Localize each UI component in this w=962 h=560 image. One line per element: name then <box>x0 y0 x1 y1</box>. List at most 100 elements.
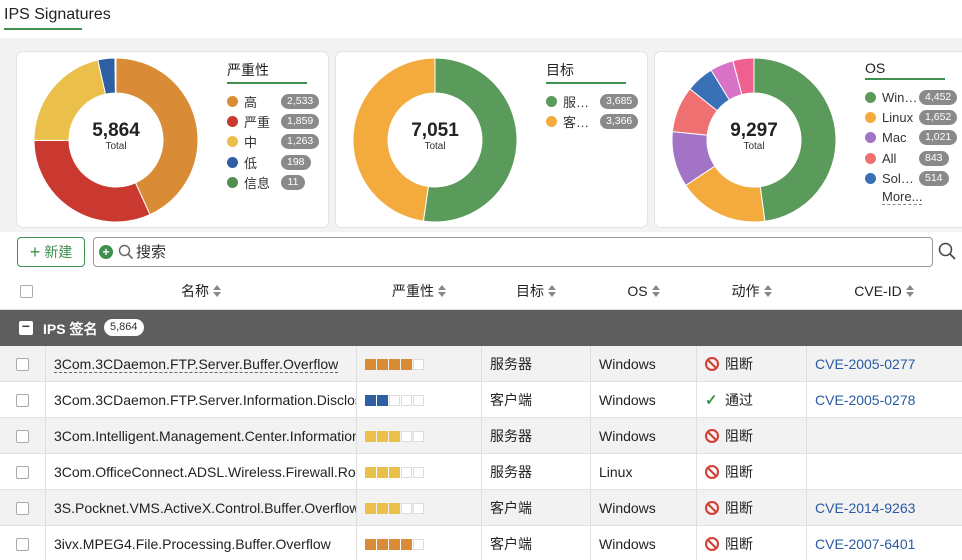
group-row[interactable]: − IPS 签名 5,864 <box>0 310 962 346</box>
legend-item[interactable]: 高 2,533 <box>227 91 320 111</box>
cve-link[interactable]: CVE-2005-0278 <box>815 392 916 408</box>
column-header-target-label: 目标 <box>516 283 544 299</box>
legend-item[interactable]: 客户端 3,366 <box>546 111 639 131</box>
severity-indicator <box>365 502 424 514</box>
legend-item[interactable]: Windows 4,452 <box>865 87 958 107</box>
row-checkbox[interactable] <box>16 393 29 407</box>
select-all-checkbox[interactable] <box>19 284 33 298</box>
legend-item[interactable]: Solaris 514 <box>865 168 957 188</box>
cve-link[interactable]: CVE-2005-0277 <box>815 356 916 372</box>
row-checkbox[interactable] <box>16 501 29 515</box>
column-header-severity[interactable]: 严重性 <box>357 272 482 310</box>
column-header-target[interactable]: 目标 <box>482 272 591 310</box>
legend-item[interactable]: Linux 1,652 <box>865 107 958 127</box>
cve-link[interactable]: CVE-2014-9263 <box>815 500 916 516</box>
legend-title: 严重性 <box>227 60 307 84</box>
legend-more-link[interactable]: More... <box>882 189 923 206</box>
checkmark-icon: ✓ <box>705 392 718 409</box>
severity-box <box>413 502 424 514</box>
os-summary-card[interactable]: 9,297 Total OS Windows 4,452 Linux 1,652 … <box>655 52 962 227</box>
name-cell: 3Com.3CDaemon.FTP.Server.Buffer.Overflow <box>46 346 357 382</box>
row-checkbox[interactable] <box>16 465 29 479</box>
search-input[interactable] <box>136 241 916 263</box>
donut-total: 5,864 Total <box>66 120 166 152</box>
legend-label: Windows <box>882 89 919 105</box>
new-button[interactable]: + 新建 <box>17 237 85 267</box>
severity-box <box>377 430 388 442</box>
cve-cell <box>807 454 962 490</box>
legend-item[interactable]: 信息 11 <box>227 172 319 192</box>
severity-indicator <box>365 394 424 406</box>
donut-slice[interactable] <box>352 57 436 222</box>
donut-slice[interactable] <box>33 139 151 223</box>
target-value: 客户端 <box>490 500 532 516</box>
action-value: 阻断 <box>725 500 753 516</box>
search-button-icon[interactable] <box>938 242 956 260</box>
column-header-name[interactable]: 名称 <box>46 272 357 310</box>
donut-slice[interactable] <box>753 57 837 222</box>
legend-item[interactable]: 低 198 <box>227 152 319 172</box>
add-filter-icon[interactable]: + <box>99 245 113 259</box>
donut-slice[interactable] <box>732 57 755 96</box>
row-checkbox[interactable] <box>16 357 29 371</box>
target-summary-card[interactable]: 7,051 Total 目标 服务器 3,685 客户端 3,366 <box>336 52 647 227</box>
legend-color-dot <box>865 152 876 164</box>
severity-box <box>389 358 400 370</box>
table-row[interactable]: 3S.Pocknet.VMS.ActiveX.Control.Buffer.Ov… <box>0 490 962 526</box>
severity-summary-card[interactable]: 5,864 Total 严重性 高 2,533 严重 1,859 中 1,263 … <box>17 52 328 227</box>
legend-item[interactable]: 服务器 3,685 <box>546 91 639 111</box>
action-value: 通过 <box>725 392 753 408</box>
chart-legend: OS Windows 4,452 Linux 1,652 Mac 1,021 A… <box>865 60 958 206</box>
severity-box <box>401 430 412 442</box>
legend-label: 高 <box>244 94 258 110</box>
column-header-action[interactable]: 动作 <box>697 272 807 310</box>
severity-indicator <box>365 538 424 550</box>
new-button-label: 新建 <box>44 244 73 260</box>
legend-item[interactable]: All 843 <box>865 148 957 168</box>
donut-slice[interactable] <box>114 57 117 94</box>
table-row[interactable]: 3Com.3CDaemon.FTP.Server.Buffer.Overflow… <box>0 346 962 382</box>
donut-chart[interactable] <box>33 57 199 223</box>
group-count-badge: 5,864 <box>104 319 144 336</box>
target-cell: 客户端 <box>482 526 591 560</box>
donut-slice[interactable] <box>115 57 199 216</box>
row-checkbox[interactable] <box>16 537 29 551</box>
cve-link[interactable]: CVE-2007-6401 <box>815 536 916 552</box>
row-checkbox[interactable] <box>16 429 29 443</box>
target-cell: 服务器 <box>482 346 591 382</box>
severity-indicator <box>365 358 424 370</box>
column-header-name-label: 名称 <box>181 283 209 299</box>
collapse-group-icon[interactable]: − <box>19 319 33 335</box>
block-icon <box>705 429 719 443</box>
severity-cell <box>357 382 482 418</box>
legend-color-dot <box>865 111 876 123</box>
table-row[interactable]: 3Com.OfficeConnect.ADSL.Wireless.Firewal… <box>0 454 962 490</box>
os-cell: Windows <box>591 382 697 418</box>
action-value: 阻断 <box>725 464 753 480</box>
severity-indicator <box>365 466 424 478</box>
table-row[interactable]: 3ivx.MPEG4.File.Processing.Buffer.Overfl… <box>0 526 962 560</box>
donut-chart[interactable] <box>352 57 518 223</box>
search-box[interactable]: + <box>93 237 933 267</box>
severity-box <box>413 394 424 406</box>
column-header-severity-label: 严重性 <box>392 283 434 299</box>
target-value: 客户端 <box>490 392 532 408</box>
table-header: 名称 严重性 目标 OS 动作 CVE-ID <box>0 272 962 310</box>
signature-name: 3S.Pocknet.VMS.ActiveX.Control.Buffer.Ov… <box>54 500 356 516</box>
sort-icon <box>651 285 661 297</box>
donut-slice[interactable] <box>422 57 518 223</box>
action-value: 阻断 <box>725 428 753 444</box>
legend-item[interactable]: 中 1,263 <box>227 132 320 152</box>
column-header-os[interactable]: OS <box>591 272 697 310</box>
legend-item[interactable]: Mac 1,021 <box>865 128 958 148</box>
donut-chart[interactable] <box>671 57 837 223</box>
severity-box <box>413 430 424 442</box>
row-checkbox-cell <box>0 454 46 490</box>
sort-icon <box>905 285 915 297</box>
column-header-cve[interactable]: CVE-ID <box>807 272 962 310</box>
action-value: 阻断 <box>725 536 753 552</box>
legend-item[interactable]: 严重 1,859 <box>227 111 320 131</box>
table-row[interactable]: 3Com.Intelligent.Management.Center.Infor… <box>0 418 962 454</box>
table-row[interactable]: 3Com.3CDaemon.FTP.Server.Information.Dis… <box>0 382 962 418</box>
signature-name: 3Com.OfficeConnect.ADSL.Wireless.Firewal… <box>54 464 356 480</box>
